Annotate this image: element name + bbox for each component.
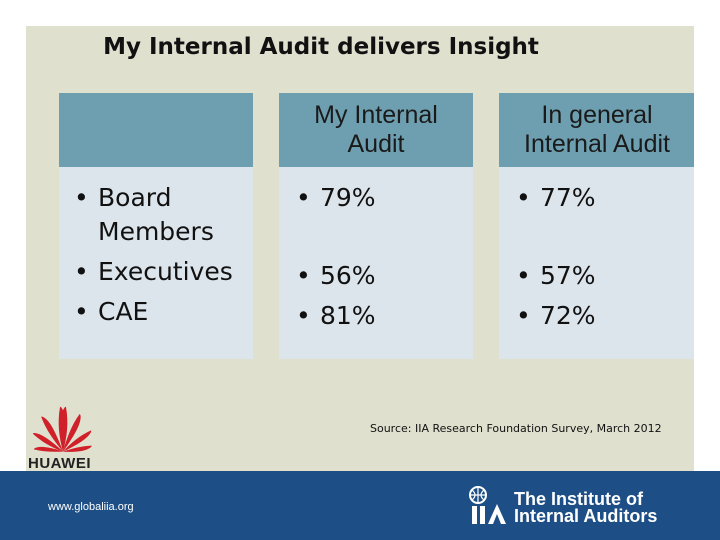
table-header-col2 <box>279 93 473 167</box>
iia-name-line1: The Institute of <box>514 489 643 509</box>
col3-values-list: 77% 57% 72% <box>502 181 682 333</box>
footer-url[interactable]: www.globaliia.org <box>48 501 134 513</box>
huawei-logo-icon <box>32 406 92 452</box>
value-executives-my-ia: 56% <box>282 259 462 293</box>
footer-bar: www.globaliia.org The Institute of Inter… <box>0 471 720 540</box>
huawei-logo-text: HUAWEI <box>28 455 91 472</box>
header-my-internal-audit: My Internal Audit <box>314 101 438 158</box>
value-cae-general-ia: 72% <box>502 299 682 333</box>
value-cae-my-ia: 81% <box>282 299 462 333</box>
source-note: Source: IIA Research Foundation Survey, … <box>370 422 662 435</box>
table-header-col3 <box>499 93 694 167</box>
row-label-board-members: Board Members <box>60 181 248 249</box>
iia-org-name: The Institute of Internal Auditors <box>514 489 658 526</box>
col2-values-list: 79% 56% 81% <box>282 181 462 333</box>
table-header-empty <box>59 93 253 167</box>
iia-globe-logo-icon <box>469 486 506 524</box>
value-executives-general-ia: 57% <box>502 259 682 293</box>
header-general-internal-audit: In general Internal Audit <box>524 101 670 158</box>
value-board-my-ia: 79% <box>282 181 462 215</box>
row-label-executives: Executives <box>60 255 250 289</box>
row-labels-list: Board Members Executives CAE <box>60 181 250 329</box>
value-board-general-ia: 77% <box>502 181 682 215</box>
row-label-cae: CAE <box>60 295 250 329</box>
iia-name-line2: Internal Auditors <box>514 506 658 526</box>
slide-title: My Internal Audit delivers Insight <box>103 34 539 60</box>
